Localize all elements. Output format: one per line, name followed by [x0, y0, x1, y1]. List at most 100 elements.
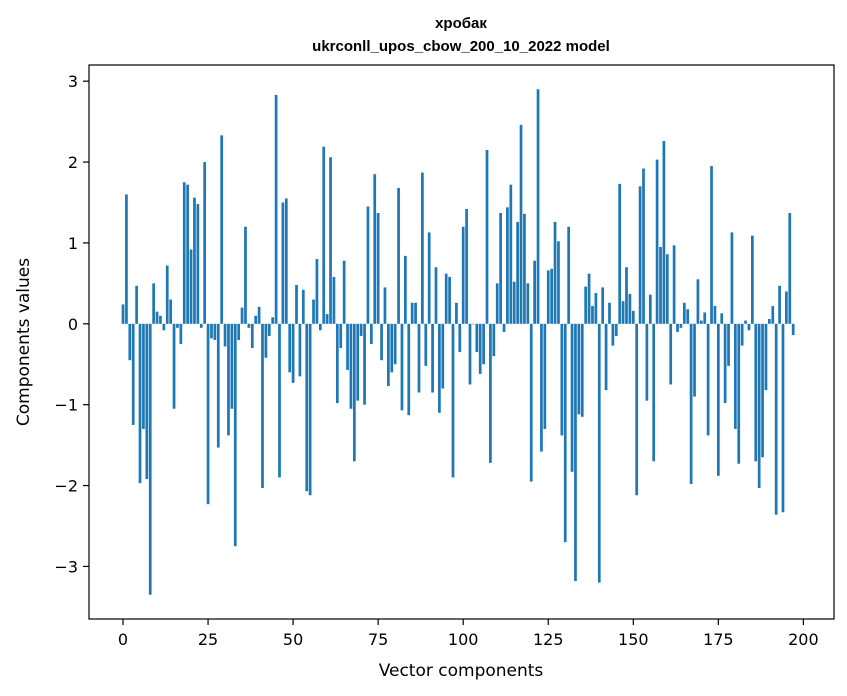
bar-component-28 — [216, 323, 220, 448]
bar-component-87 — [417, 323, 421, 393]
bar-component-179 — [730, 232, 734, 324]
y-tick-label: 2 — [68, 153, 78, 172]
bar-component-174 — [713, 306, 717, 324]
bar-component-166 — [686, 309, 690, 324]
bar-component-95 — [444, 273, 448, 324]
bar-component-154 — [645, 323, 649, 401]
bar-component-149 — [628, 293, 632, 324]
x-tick-label: 100 — [448, 630, 479, 649]
bar-component-137 — [587, 273, 591, 324]
bar-component-99 — [458, 323, 462, 353]
bar-component-43 — [267, 323, 271, 336]
bar-component-1 — [125, 194, 128, 324]
bar-component-45 — [274, 94, 278, 324]
bar-component-134 — [577, 323, 581, 415]
bar-component-133 — [574, 323, 577, 581]
bar-component-197 — [791, 323, 795, 336]
bar-component-5 — [138, 323, 142, 484]
bar-component-13 — [165, 265, 169, 324]
bar-component-128 — [557, 241, 560, 324]
bar-component-176 — [720, 313, 724, 324]
bar-component-127 — [553, 221, 557, 324]
bar-component-183 — [744, 320, 747, 324]
bar-component-65 — [342, 260, 346, 324]
bar-component-147 — [621, 301, 625, 324]
bar-component-184 — [747, 323, 751, 331]
bar-component-67 — [349, 323, 353, 409]
bar-component-68 — [352, 323, 356, 462]
bar-component-90 — [427, 232, 431, 324]
bar-component-138 — [591, 306, 594, 324]
bar-component-32 — [230, 323, 234, 409]
bar-component-81 — [397, 187, 400, 324]
bar-component-79 — [390, 323, 394, 373]
bar-component-70 — [359, 323, 363, 336]
bar-component-54 — [305, 323, 309, 492]
bar-component-158 — [659, 246, 662, 324]
x-axis-ticks: 0 25 50 75 100 125 150 175 200 — [118, 619, 819, 649]
bar-component-25 — [206, 323, 210, 505]
bar-component-2 — [128, 323, 132, 361]
bar-component-42 — [264, 323, 268, 358]
bar-component-4 — [135, 285, 138, 324]
bar-component-11 — [159, 315, 162, 324]
bar-component-132 — [570, 323, 574, 472]
bar-component-38 — [250, 323, 254, 349]
bar-component-171 — [703, 312, 707, 324]
bar-component-66 — [346, 323, 349, 370]
bar-component-22 — [196, 204, 200, 324]
bar-component-195 — [785, 291, 788, 324]
bar-component-188 — [761, 323, 764, 458]
chart-subtitle: ukrconll_upos_cbow_200_10_2022 model — [312, 38, 610, 55]
bar-component-110 — [495, 283, 499, 324]
bar-component-3 — [131, 323, 135, 425]
bar-component-123 — [540, 323, 543, 452]
bar-component-85 — [410, 302, 414, 324]
bar-component-150 — [631, 310, 635, 324]
bar-component-121 — [533, 260, 536, 324]
bar-component-113 — [506, 207, 509, 324]
bar-component-82 — [400, 323, 404, 411]
x-tick-label: 25 — [198, 630, 218, 649]
bar-component-163 — [676, 323, 679, 332]
bar-component-129 — [560, 323, 564, 436]
bar-component-15 — [172, 323, 176, 409]
bar-component-141 — [601, 287, 605, 324]
bar-component-103 — [472, 323, 475, 325]
bar-component-189 — [764, 323, 768, 391]
bar-component-7 — [145, 323, 149, 480]
bar-component-111 — [499, 213, 502, 324]
bar-component-131 — [567, 226, 571, 324]
bar-component-30 — [223, 323, 227, 347]
bar-component-63 — [335, 323, 339, 404]
bar-component-143 — [608, 302, 611, 324]
bar-component-77 — [383, 287, 387, 324]
bar-component-140 — [597, 323, 601, 583]
bar-component-136 — [584, 286, 588, 324]
bar-component-157 — [655, 159, 659, 324]
bar-component-108 — [489, 323, 492, 463]
x-tick-label: 175 — [703, 630, 734, 649]
bar-component-41 — [261, 323, 264, 488]
bar-component-98 — [455, 302, 458, 324]
bar-component-23 — [199, 323, 203, 328]
bar-component-152 — [638, 186, 642, 324]
bar-component-83 — [404, 255, 407, 324]
bar-component-153 — [642, 168, 645, 324]
bar-component-109 — [492, 323, 496, 357]
bar-component-62 — [332, 276, 336, 324]
bars-group — [121, 89, 795, 595]
bar-component-74 — [373, 174, 377, 324]
y-axis-ticks: −3 −2 −1 0 1 2 3 — [54, 72, 89, 576]
bar-component-58 — [318, 323, 322, 331]
bar-component-31 — [227, 323, 230, 436]
bar-component-186 — [754, 323, 758, 462]
bar-component-120 — [529, 323, 533, 482]
bar-component-125 — [546, 270, 550, 324]
bar-component-165 — [682, 302, 686, 324]
bar-component-47 — [281, 202, 285, 324]
bar-component-36 — [244, 226, 247, 324]
y-tick-label: −1 — [54, 396, 78, 415]
bar-component-119 — [526, 283, 530, 324]
bar-component-56 — [312, 299, 315, 324]
